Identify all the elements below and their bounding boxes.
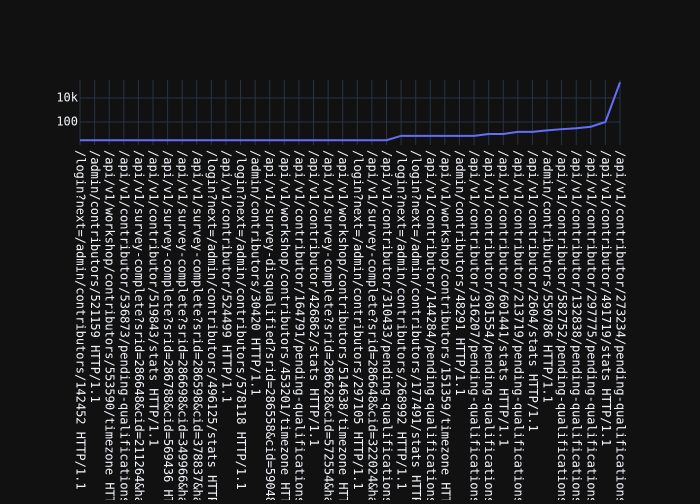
x-tick-label: /api/v1/contributor/213719/pending-quali… [511,150,525,500]
x-tick-label: /api/v1/workshop/contributors/151359/tim… [438,150,452,500]
x-tick-label: /api/v1/workshop/contributors/514638/tim… [336,150,350,500]
x-tick-label: /admin/contributors/30420 HTTP/1.1 [249,150,263,396]
x-tick-label: /api/v1/contributor/601554/pending-quali… [482,150,496,500]
x-tick-label: /api/v1/contributor/582752/pending-quali… [555,150,569,500]
x-tick-label: /login?next=/admin/contributors/142452 H… [74,150,88,490]
x-tick-label: /api/v1/contributor/2604/stats HTTP/1.1 [526,150,540,432]
x-tick-label: /api/v1/survey-complete?srid=286628&cid=… [322,150,336,500]
x-tick-label: /api/v1/contributor/491719/stats HTTP/1.… [599,150,613,446]
x-tick-label: /api/v1/workshop/contributors/453201/tim… [278,150,292,500]
x-tick-label: /api/v1/contributor/426862/stats HTTP/1.… [307,150,321,446]
x-tick-label: /login?next=/admin/contributors/297105 H… [351,150,365,490]
x-tick-label: /api/v1/contributor/132838/pending-quali… [570,150,584,500]
x-tick-label: /api/v1/workshop/contributors/553590/tim… [103,150,117,500]
x-tick-label: /api/v1/contributor/524499 HTTP/1.1 [219,150,233,403]
x-tick-label: /admin/contributors/521159 HTTP/1.1 [88,150,102,403]
x-tick-label: /login?next=/admin/contributors/268992 H… [395,150,409,490]
x-tick-label: /api/v1/contributor/310433/pending-quali… [380,150,394,500]
x-tick-label: /api/v1/contributor/164791/pending-quali… [292,150,306,500]
x-tick-label: /api/v1/survey-complete?srid=286788&cid=… [161,150,175,500]
x-tick-label: /api/v1/contributor/144284/pending-quali… [424,150,438,500]
x-tick-label: /api/v1/contributor/519843/stats HTTP/1.… [146,150,160,446]
x-tick-label: /api/v1/contributor/316207/pending-quali… [468,150,482,500]
y-tick-label: 100 [56,114,78,128]
x-tick-label: /api/v1/contributor/297775/pending-quali… [584,150,598,500]
x-tick-label: /api/v1/contributor/536873/pending-quali… [117,150,131,500]
x-tick-label: /login?next=/admin/contributors/496125/s… [205,150,219,500]
x-tick-label: /login?next=/admin/contributors/578118 H… [234,150,248,490]
x-tick-label: /admin/contributors/550786 HTTP/1.1 [541,150,555,403]
y-tick-label: 10k [56,90,78,104]
x-tick-label: /api/v1/survey-complete?srid=286648&cid=… [365,150,379,500]
x-tick-label: /api/v1/contributor/273234/pending-quali… [614,150,628,500]
x-tick-label: /api/v1/survey-disqualified?srid=286558&… [263,150,277,500]
line [80,82,621,142]
x-tick-label: /api/v1/survey-complete?srid=286648&cid=… [132,150,146,500]
x-tick-label: /login?next=/admin/contributors/177491/s… [409,150,423,500]
x-tick-label: /api/v1/contributor/601441/stats HTTP/1.… [497,150,511,446]
x-tick-label: /api/v1/survey-complete?srid=286598&cid=… [190,150,204,500]
x-tick-label: /admin/contributors/48291 HTTP/1.1 [453,150,467,396]
x-tick-label: /api/v1/survey-complete?srid=286698&cid=… [176,150,190,500]
